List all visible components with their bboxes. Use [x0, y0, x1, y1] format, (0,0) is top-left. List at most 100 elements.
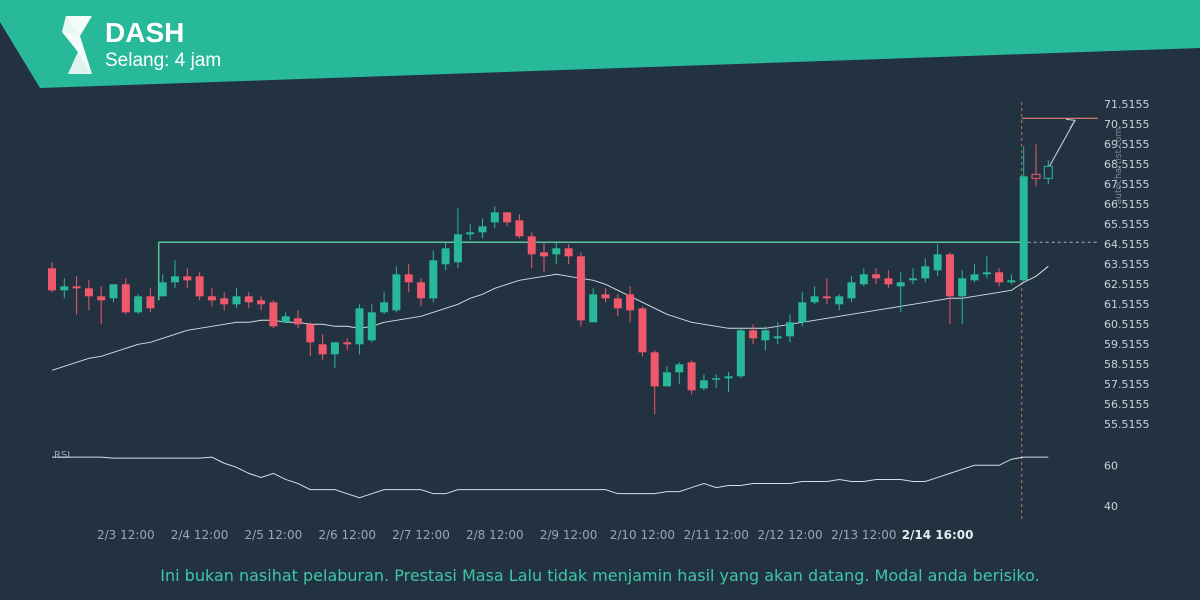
candle [84, 280, 93, 311]
candle-body [712, 378, 721, 380]
candle-body [613, 298, 622, 309]
candle-body [552, 248, 561, 255]
candle-body [318, 344, 327, 355]
candle [872, 268, 881, 285]
candle [1031, 144, 1041, 187]
time-tick-label: 2/8 12:00 [466, 528, 524, 542]
candle-body [269, 302, 278, 327]
price-tick-label: 66.5155 [1104, 198, 1150, 211]
header-banner [0, 0, 1200, 88]
price-tick-label: 68.5155 [1104, 158, 1150, 171]
candle [453, 208, 462, 269]
candle-body [872, 274, 881, 279]
price-tick-label: 65.5155 [1104, 218, 1150, 231]
candle [650, 350, 659, 415]
candle [540, 242, 548, 273]
candle [564, 244, 573, 265]
candle-body [232, 296, 241, 305]
price-tick-label: 56.5155 [1104, 398, 1150, 411]
candle [613, 294, 622, 317]
candle-body [933, 254, 942, 271]
candle-body [527, 236, 536, 255]
candle [478, 218, 487, 239]
candle-body [515, 220, 524, 237]
candle [269, 300, 278, 329]
candle [294, 310, 302, 329]
candle-body [97, 296, 106, 301]
price-tick-label: 67.5155 [1104, 178, 1150, 191]
time-tick-label: 2/7 12:00 [392, 528, 450, 542]
price-tick-label: 58.5155 [1104, 358, 1150, 371]
candle [515, 214, 524, 239]
candle-body [663, 372, 671, 387]
candle [503, 212, 512, 227]
projection-arrow-head [1065, 118, 1077, 129]
candle [527, 232, 536, 269]
candle [220, 292, 229, 311]
price-tick-label: 62.5155 [1104, 278, 1150, 291]
candle-body [404, 274, 413, 283]
candle [552, 242, 561, 265]
candle-body [945, 254, 954, 297]
candle [724, 372, 733, 393]
candle-body [1031, 173, 1041, 179]
candle [601, 288, 610, 303]
candle [663, 366, 671, 387]
candle-body [281, 316, 290, 323]
candle-body [749, 330, 758, 339]
candle-body [822, 296, 831, 299]
candle-body [576, 256, 585, 321]
time-axis: 2/3 12:00 2/4 12:00 2/5 12:00 2/6 12:00 2/7 … [97, 528, 974, 542]
candle [859, 268, 868, 287]
time-tick-label: 2/3 12:00 [97, 528, 155, 542]
candle [761, 326, 770, 351]
candle-body [699, 380, 708, 389]
candle [183, 268, 192, 289]
candle [121, 278, 130, 315]
candle [1019, 146, 1028, 283]
candle [343, 338, 352, 351]
candle [933, 244, 942, 277]
candle-body [380, 302, 389, 313]
price-tick-label: 71.5155 [1104, 98, 1150, 111]
candle [318, 334, 327, 361]
candle-body [466, 232, 475, 235]
candle-body [859, 274, 868, 285]
candle [171, 260, 179, 289]
candle-body [330, 342, 339, 355]
candle-body [773, 336, 782, 339]
candle-body [847, 282, 856, 299]
time-tick-label: 2/12 12:00 [757, 528, 822, 542]
candle-body [490, 212, 499, 223]
candle [232, 288, 241, 309]
candle [109, 284, 118, 303]
candle [822, 278, 831, 305]
candle-body [183, 276, 192, 281]
candle [207, 288, 216, 307]
candle-body [909, 278, 917, 281]
candle-body [355, 308, 364, 345]
candle [244, 292, 253, 309]
candle-body [626, 294, 635, 311]
candle-body [503, 212, 512, 223]
candle [429, 250, 438, 303]
price-tick-label: 59.5155 [1104, 338, 1150, 351]
candle [441, 242, 450, 271]
candle [798, 292, 807, 327]
candle [417, 278, 425, 307]
candle-body [970, 274, 979, 281]
candle-body [453, 234, 462, 263]
candle-body [121, 284, 130, 313]
price-tick-label: 55.5155 [1104, 418, 1150, 431]
candle-body [60, 286, 69, 291]
candle [158, 274, 167, 297]
candle [490, 206, 499, 229]
candle-body [146, 296, 155, 309]
candle [835, 294, 844, 311]
candle [146, 288, 155, 313]
candle [195, 272, 204, 301]
candle-body [257, 300, 266, 305]
candle-body [1007, 280, 1016, 283]
candle-body [367, 312, 376, 341]
